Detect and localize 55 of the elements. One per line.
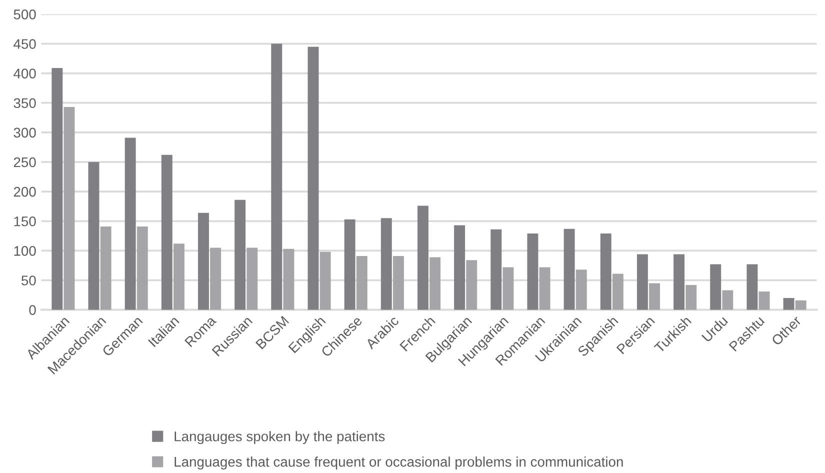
bar (466, 260, 478, 310)
y-tick-label: 400 (14, 68, 36, 78)
bar (490, 229, 502, 310)
bar (392, 256, 404, 310)
y-tick-label: 300 (14, 128, 36, 138)
bar (308, 46, 319, 310)
y-tick-label: 500 (14, 10, 36, 20)
bar (52, 68, 63, 310)
bar (686, 284, 697, 310)
y-tick-label: 250 (14, 157, 36, 168)
bar (380, 218, 392, 310)
bar (64, 107, 75, 310)
bar (600, 234, 612, 310)
y-tick-label: 350 (14, 98, 36, 108)
bar (234, 200, 246, 310)
bar (636, 254, 648, 310)
bar (430, 257, 441, 310)
y-tick-label: 200 (14, 186, 36, 197)
legend-label: Langauges spoken by the patients (174, 431, 385, 444)
bar (539, 267, 550, 310)
bar (283, 248, 294, 310)
bar (356, 256, 368, 310)
bar (649, 283, 660, 310)
bar (783, 298, 794, 310)
bar (136, 226, 148, 310)
bar (173, 244, 184, 310)
bar (88, 162, 100, 310)
y-tick-label: 50 (21, 276, 36, 286)
y-tick-label: 0 (29, 305, 36, 315)
y-tick-label: 100 (14, 246, 36, 256)
bar (674, 254, 685, 310)
bar (576, 270, 587, 310)
bar (161, 154, 172, 310)
bar (198, 212, 209, 310)
bar (502, 267, 514, 310)
bar (527, 234, 538, 310)
bar (417, 206, 428, 310)
bar (320, 252, 331, 310)
bar (271, 44, 282, 310)
bar (344, 219, 356, 310)
bar (758, 291, 770, 310)
bar (100, 226, 112, 310)
y-tick-label: 150 (14, 216, 36, 226)
bar (746, 264, 758, 310)
bar (722, 290, 734, 310)
bar (564, 228, 575, 310)
bar (710, 264, 722, 310)
bar (454, 225, 466, 310)
bar (795, 300, 806, 310)
bar (210, 248, 222, 310)
legend-label: Languages that cause frequent or occasional problems in communication (174, 456, 623, 470)
bar (246, 248, 258, 310)
bar (124, 138, 136, 310)
bar (612, 274, 624, 310)
y-tick-label: 450 (14, 39, 36, 49)
